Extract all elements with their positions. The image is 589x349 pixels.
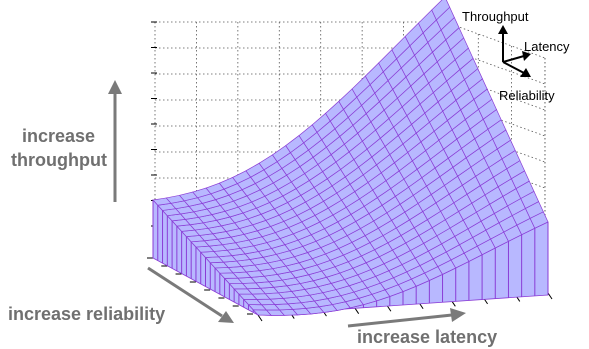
- legend-latency-arrowhead: [522, 51, 531, 61]
- legend-reliability-label: Reliability: [499, 88, 555, 103]
- grid-line: [444, 47, 546, 85]
- legend-throughput-arrowhead: [498, 25, 508, 34]
- legend-reliability-axis: [502, 61, 525, 74]
- legend-latency-axis: [502, 55, 525, 63]
- legend-throughput-label: Throughput: [462, 9, 529, 24]
- legend-latency-label: Latency: [524, 39, 570, 54]
- surface-cell: [431, 0, 451, 21]
- tradeoff-surface: [152, 0, 549, 316]
- axis-tick: [547, 292, 553, 300]
- throughput-label-line2: throughput: [11, 150, 107, 170]
- latency-label: increase latency: [357, 327, 497, 347]
- latency-arrow: [347, 308, 466, 328]
- throughput-arrow: [108, 80, 122, 202]
- reliability-label: increase reliability: [8, 304, 165, 324]
- orientation-legend: Throughput Latency Reliability: [462, 9, 570, 103]
- legend-reliability-arrowhead: [520, 68, 531, 77]
- axis-tick: [257, 314, 263, 322]
- reliability-arrow: [147, 266, 234, 323]
- throughput-label-line1: increase: [22, 126, 95, 146]
- grid-line: [444, 73, 546, 111]
- grid-line: [444, 21, 546, 59]
